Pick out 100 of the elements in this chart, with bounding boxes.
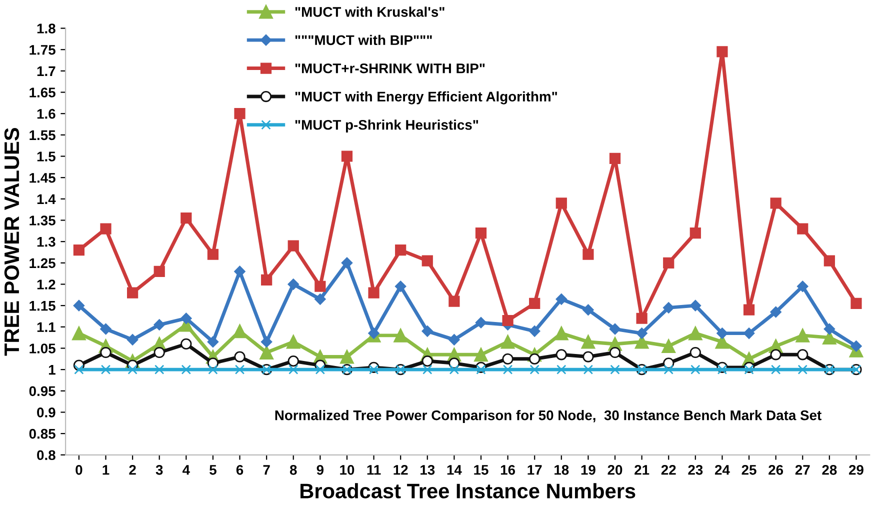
point xyxy=(100,346,112,358)
point xyxy=(341,257,353,269)
point xyxy=(180,312,192,324)
point xyxy=(74,364,84,374)
y-tick-label: 1.7 xyxy=(37,66,56,76)
point xyxy=(260,336,272,348)
y-tick-label: 1.15 xyxy=(30,301,56,311)
point xyxy=(690,300,702,312)
x-tick-label: 17 xyxy=(528,465,542,475)
x-tick-label: 19 xyxy=(581,464,596,475)
y-tick-label: 1.65 xyxy=(30,88,56,98)
point xyxy=(288,278,299,290)
point xyxy=(609,152,621,164)
point xyxy=(127,287,138,298)
point xyxy=(716,328,728,339)
point xyxy=(556,294,568,305)
point xyxy=(797,349,808,360)
point xyxy=(208,364,218,374)
x-tick-label: 8 xyxy=(290,464,297,475)
point xyxy=(581,334,596,349)
point xyxy=(314,294,326,305)
x-tick-label: 1 xyxy=(102,465,110,475)
legend-label: """MUCT with BIP""" xyxy=(295,34,432,46)
point xyxy=(474,348,488,362)
x-axis-title: Broadcast Tree Instance Numbers xyxy=(300,483,636,498)
point xyxy=(154,266,165,277)
point xyxy=(636,312,648,324)
point xyxy=(314,280,326,292)
legend-label: "MUCT with Kruskal's" xyxy=(295,6,444,17)
point xyxy=(73,300,85,312)
y-tick-label: 1.3 xyxy=(37,236,56,247)
point xyxy=(234,351,246,362)
x-tick-label: 27 xyxy=(795,464,810,475)
legend-label: "MUCT p-Shrink Heuristics" xyxy=(295,120,478,133)
point xyxy=(72,326,86,340)
point xyxy=(554,326,568,340)
point xyxy=(368,287,380,298)
point xyxy=(234,364,245,374)
x-tick-label: 18 xyxy=(554,464,569,475)
point xyxy=(797,280,808,292)
point xyxy=(180,338,192,350)
point xyxy=(528,326,540,337)
point xyxy=(716,46,728,58)
point xyxy=(207,248,219,260)
y-tick-label: 1.2 xyxy=(37,280,56,290)
x-tick-label: 24 xyxy=(714,464,730,475)
point xyxy=(850,340,862,352)
point xyxy=(261,274,272,286)
point xyxy=(797,223,808,234)
x-tick-label: 11 xyxy=(367,465,381,475)
point xyxy=(500,334,515,349)
point xyxy=(529,298,540,309)
point xyxy=(662,339,676,354)
x-tick-label: 20 xyxy=(608,464,622,475)
y-tick-label: 1.6 xyxy=(37,108,56,119)
x-tick-label: 10 xyxy=(340,464,354,475)
point xyxy=(609,323,621,335)
legend-label: "MUCT+r-SHRINK WITH BIP" xyxy=(295,63,485,74)
x-tick-label: 0 xyxy=(76,464,82,475)
point xyxy=(286,334,300,349)
x-tick-label: 6 xyxy=(236,464,244,475)
point xyxy=(232,324,247,338)
point xyxy=(798,364,808,374)
y-tick-label: 1 xyxy=(48,365,56,375)
point xyxy=(475,227,487,239)
point xyxy=(743,304,755,316)
y-tick-label: 1.5 xyxy=(37,152,56,162)
point xyxy=(181,364,192,374)
annotation: Normalized Tree Power Comparison for 50 Node, 30 Instance Bench Mark Data Set xyxy=(275,410,822,423)
x-tick-label: 5 xyxy=(210,465,216,475)
point xyxy=(476,364,486,374)
x-tick-label: 25 xyxy=(742,464,756,475)
point xyxy=(556,198,567,209)
point xyxy=(582,304,594,316)
point xyxy=(100,364,111,374)
point xyxy=(154,319,165,330)
point xyxy=(422,326,433,337)
point xyxy=(340,350,354,364)
x-tick-label: 12 xyxy=(394,464,408,475)
x-tick-label: 3 xyxy=(156,464,163,475)
point xyxy=(126,334,138,346)
x-tick-label: 13 xyxy=(420,464,435,475)
x-tick-label: 28 xyxy=(822,464,837,475)
point xyxy=(582,248,594,260)
point xyxy=(234,266,246,278)
x-tick-label: 4 xyxy=(182,465,190,475)
point xyxy=(100,323,112,335)
y-axis-title: TREE POWER VALUES xyxy=(4,128,20,356)
point xyxy=(664,364,674,374)
point xyxy=(663,257,674,268)
point xyxy=(663,302,674,314)
point xyxy=(502,364,513,374)
point xyxy=(368,364,379,374)
point xyxy=(770,364,781,374)
point xyxy=(502,314,514,326)
y-tick-label: 1.55 xyxy=(30,130,56,140)
point xyxy=(475,317,487,328)
x-tick-label: 22 xyxy=(661,464,676,475)
point xyxy=(770,306,782,318)
point xyxy=(128,364,138,374)
